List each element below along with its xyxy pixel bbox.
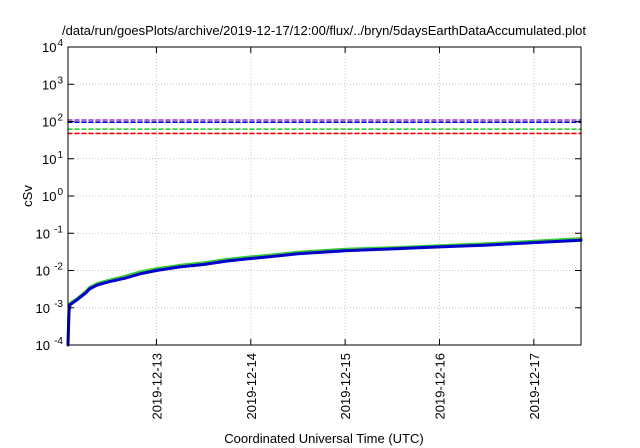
y-tick-base: 10: [42, 152, 56, 167]
y-tick-label: 310: [42, 75, 63, 92]
y-tick-exponent: -2: [54, 262, 63, 273]
y-tick-exponent: -3: [54, 299, 63, 310]
y-tick-label: 010: [42, 187, 63, 204]
y-tick-base: 10: [36, 264, 50, 279]
y-tick-base: 10: [42, 40, 56, 55]
chart-title: /data/run/goesPlots/archive/2019-12-17/1…: [62, 23, 586, 38]
y-tick-label: -1 10: [36, 224, 64, 241]
x-axis: 2019-12-13 2019-12-14 2019-12-15 2019-12-16…: [149, 47, 542, 420]
x-tick-label: 2019-12-15: [338, 353, 353, 420]
series-layer: [66, 119, 583, 347]
y-tick-base: 10: [36, 338, 50, 353]
y-tick-exponent: 4: [57, 38, 63, 49]
x-tick-label: 2019-12-16: [432, 353, 447, 420]
plot-frame: [67, 46, 582, 346]
x-tick-label: 2019-12-13: [149, 353, 164, 420]
series-line: [66, 238, 583, 347]
y-tick-label: -3 10: [36, 299, 64, 316]
y-tick-base: 10: [36, 301, 50, 316]
x-tick-label: 2019-12-14: [244, 353, 259, 420]
y-tick-exponent: -4: [54, 336, 63, 347]
y-tick-exponent: 2: [57, 113, 63, 124]
y-tick-label: -4 10: [36, 336, 64, 353]
x-axis-label: Coordinated Universal Time (UTC): [224, 431, 423, 446]
x-tick-label: 2019-12-17: [527, 353, 542, 420]
y-tick-exponent: 3: [57, 75, 63, 86]
y-tick-base: 10: [36, 226, 50, 241]
y-tick-label: 110: [42, 150, 63, 167]
series-line: [66, 237, 583, 344]
grid: [68, 47, 581, 345]
y-tick-label: -2 10: [36, 262, 64, 279]
y-tick-label: 210: [42, 113, 63, 130]
y-tick-exponent: 0: [57, 187, 63, 198]
y-tick-base: 10: [42, 189, 56, 204]
y-tick-exponent: 1: [57, 150, 63, 161]
y-tick-label: 410: [42, 38, 63, 55]
y-tick-base: 10: [42, 115, 56, 130]
y-axis-label: cSv: [20, 185, 35, 207]
y-tick-exponent: -1: [54, 224, 63, 235]
y-tick-base: 10: [42, 77, 56, 92]
